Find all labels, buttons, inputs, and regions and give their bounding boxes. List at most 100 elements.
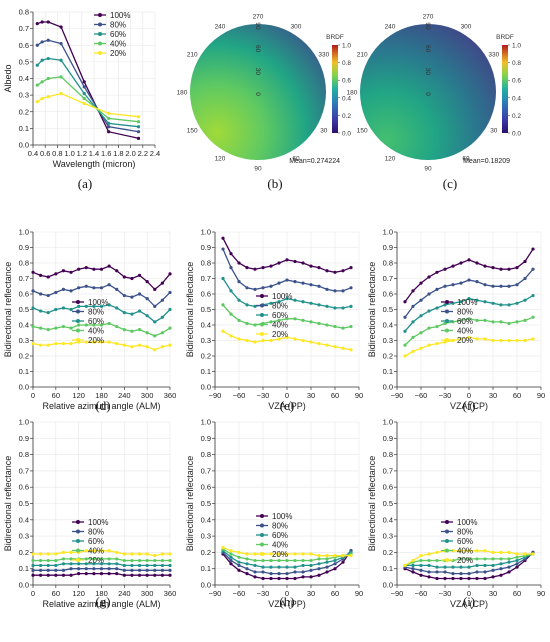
x-tick-label: 0.8 [52,149,62,158]
data-point [153,568,157,572]
y-tick-label: 0.8 [383,259,393,268]
mean-label: Mean=0.18209 [463,158,510,165]
data-point [269,558,273,563]
y-tick-label: 0.7 [383,466,393,475]
data-point [467,335,471,339]
y-tick-label: 0.9 [383,243,393,252]
data-point [325,323,329,327]
y-tick-label: 0.2 [19,352,29,361]
y-tick-label: 0.0 [19,581,29,590]
data-point [115,269,119,273]
x-tick-label: −90 [391,589,404,598]
legend-label: 40% [88,547,104,556]
data-point [237,280,241,284]
data-point [419,346,423,350]
y-tick-label: 0.6 [201,483,211,492]
data-point [467,571,471,576]
data-point [59,58,63,62]
data-point [277,337,281,341]
mean-label: Mean=0.274224 [289,158,340,165]
data-point [293,565,297,569]
data-point [31,342,35,346]
chart-g: 0.0 0.1 0.2 0.3 0.4 0.5 0.6 0.7 0.8 0.9 1.0 0 60 120 1… [3,418,176,610]
colorbar-title: BRDF [496,34,514,41]
data-point [40,80,44,84]
data-point [309,563,313,568]
y-tick-label: 0.4 [201,515,211,524]
data-point [411,320,415,324]
data-point [160,573,164,577]
data-point [245,338,249,343]
data-point [137,309,142,313]
legend-marker [76,539,80,543]
data-point [467,258,471,262]
data-point [237,560,241,564]
y-tick-label: 0.4 [19,321,29,330]
data-point [153,287,157,291]
data-point [309,568,313,572]
data-point [427,558,431,563]
data-point [107,567,111,571]
data-point [419,568,423,572]
data-point [107,264,111,268]
data-point [435,306,439,310]
data-point [54,573,58,577]
data-point [507,557,511,561]
data-point [427,309,431,313]
data-point [122,275,126,279]
data-point [84,323,88,327]
data-point [46,56,50,61]
x-tick-label: −60 [415,589,428,598]
y-tick-label: 0.7 [19,274,29,283]
data-point [31,563,35,568]
x-tick-label: 1.0 [64,149,74,158]
data-point [491,568,495,572]
data-point [39,326,43,330]
data-point [427,570,431,574]
y-tick-label: 0.0 [201,383,211,392]
data-point [92,340,96,344]
y-tick-label: 0.2 [19,107,29,116]
data-point [499,338,503,343]
data-point [333,306,337,310]
colorbar-tick-label: 0.8 [512,60,521,67]
data-point [411,349,415,353]
data-point [92,323,96,327]
x-tick-label: −90 [209,589,222,598]
data-point [84,571,88,576]
y-tick-label: 0.3 [383,532,393,541]
data-point [31,552,35,556]
data-point [507,560,511,564]
data-point [84,549,88,553]
data-point [69,289,73,293]
data-point [137,328,142,332]
data-point [419,314,423,318]
x-tick-label: 240 [118,589,131,598]
data-point [285,552,289,556]
colorbar-tick-label: 1.0 [342,43,351,50]
data-point [229,252,233,256]
data-point [499,567,503,571]
data-point [115,562,119,566]
legend: 100%80%60%40%20% [441,298,477,345]
data-point [92,286,96,290]
legend-marker [260,542,264,547]
colorbar-tick-label: 0.6 [342,78,351,85]
x-tick-label: 90 [355,589,363,598]
data-point [269,576,273,581]
x-axis-label: VZA (CP) [450,401,488,411]
data-point [277,576,281,581]
y-tick-label: 0.3 [19,91,29,100]
data-point [269,552,273,556]
data-point [245,562,249,566]
y-tick-label: 0.4 [383,321,393,330]
legend-label: 100% [110,11,130,20]
x-tick-label: 180 [95,589,108,598]
y-tick-label: 0.2 [201,352,211,361]
data-point [77,562,81,566]
angle-label: 30 [320,128,328,135]
data-point [122,552,126,556]
legend-label: 80% [88,528,104,537]
data-point [153,334,157,338]
legend-marker [445,319,449,323]
